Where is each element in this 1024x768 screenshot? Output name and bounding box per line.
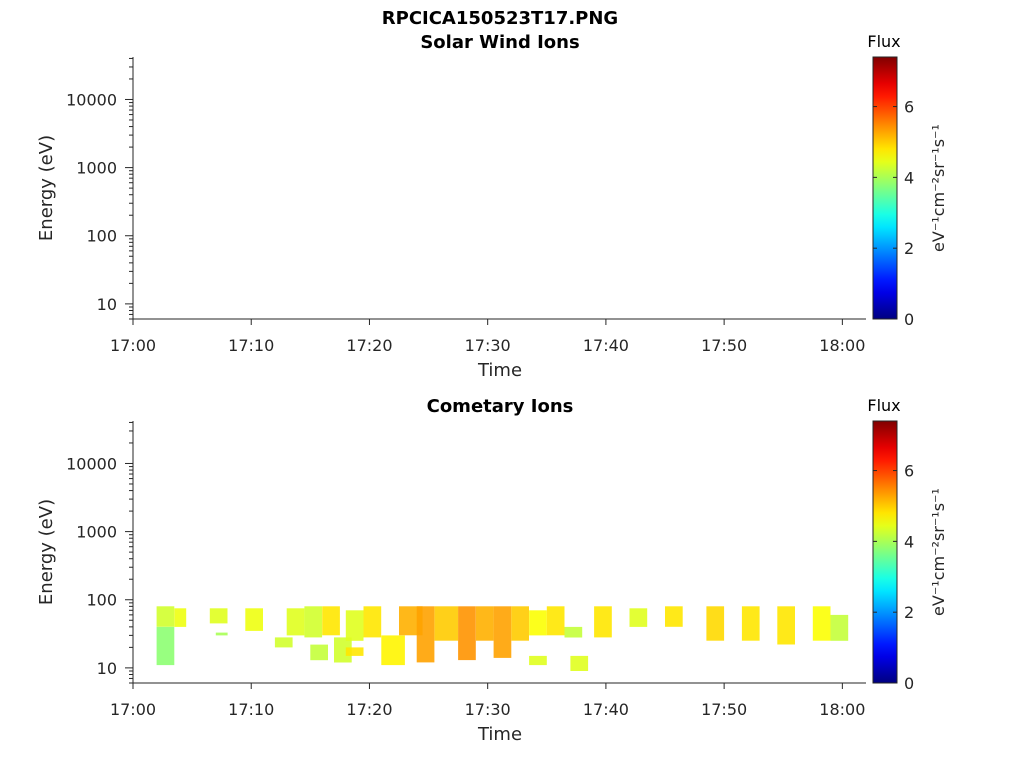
heatmap-cell [174, 608, 187, 627]
heatmap-cell [245, 608, 263, 631]
x-tick-label: 17:00 [110, 700, 156, 719]
y-axis-label: Energy (eV) [36, 499, 57, 605]
heatmap-cell [529, 610, 547, 636]
colorbar-title: Flux [867, 396, 900, 415]
colorbar-gradient [872, 420, 898, 684]
heatmap-cell [511, 606, 529, 641]
heatmap-cell [310, 644, 328, 661]
heatmap-cell [475, 606, 494, 641]
y-axis-label: Energy (eV) [36, 135, 57, 241]
y-tick-label: 10 [97, 659, 117, 678]
heatmap-cell [629, 608, 648, 627]
x-tick-label: 17:10 [228, 336, 274, 355]
colorbar-gradient [872, 56, 898, 320]
heatmap-cell [345, 610, 364, 641]
x-tick-label: 17:50 [701, 336, 747, 355]
panel-1: Solar Wind Ions 17:00 17:10 17:20 17:30 17:40… [36, 32, 948, 381]
heatmap-cell [322, 606, 340, 636]
heatmap-cell [777, 606, 795, 645]
x-tick-label: 17:20 [346, 700, 392, 719]
heatmap-cell [416, 606, 435, 663]
heatmap-cell [156, 606, 175, 627]
panel-2: Cometary Ions 17:00 17:10 17:20 17:30 17:40 17… [36, 396, 948, 745]
heatmap-cell [381, 635, 405, 666]
y-tick-label: 1000 [76, 159, 117, 178]
colorbar-tick-label: 6 [904, 462, 914, 481]
heatmap-cell [570, 655, 589, 671]
heatmap-cell [274, 637, 293, 648]
heatmap-cell [665, 606, 683, 627]
x-tick-label: 17:00 [110, 336, 156, 355]
x-axis-label: Time [477, 724, 522, 745]
heatmap-cell [345, 647, 364, 656]
x-tick-label: 17:40 [583, 336, 629, 355]
heatmap-cell [304, 606, 323, 638]
y-tick-label: 1000 [76, 523, 117, 542]
heatmap-cell [363, 606, 382, 638]
heatmap-cell [458, 606, 476, 661]
x-axis-label: Time [477, 360, 522, 381]
colorbar-tick-label: 4 [904, 532, 914, 551]
heatmap-cell [529, 655, 547, 666]
heatmap-cell [209, 608, 228, 624]
x-tick-label: 17:20 [346, 336, 392, 355]
x-tick-label: 18:00 [819, 700, 865, 719]
x-tick-label: 17:30 [465, 336, 511, 355]
heatmap-cell [434, 606, 459, 641]
x-tick-label: 17:10 [228, 700, 274, 719]
heatmap-cell [493, 606, 512, 658]
panel-title: Solar Wind Ions [420, 32, 579, 53]
heatmap-cell [546, 606, 565, 636]
heatmap-cell [594, 606, 612, 638]
x-tick-label: 18:00 [819, 336, 865, 355]
colorbar-tick-label: 0 [904, 310, 914, 329]
x-tick-label: 17:40 [583, 700, 629, 719]
heatmap-cell [706, 606, 725, 641]
y-tick-label: 10 [97, 295, 117, 314]
colorbar: 0 2 4 6 Flux eV⁻¹cm⁻²sr⁻¹s⁻¹ [867, 32, 948, 329]
colorbar-label: eV⁻¹cm⁻²sr⁻¹s⁻¹ [929, 124, 948, 252]
panel-title: Cometary Ions [427, 396, 574, 417]
colorbar-label: eV⁻¹cm⁻²sr⁻¹s⁻¹ [929, 488, 948, 616]
colorbar: 0 2 4 6 Flux eV⁻¹cm⁻²sr⁻¹s⁻¹ [867, 396, 948, 693]
heatmap-cell [830, 614, 849, 641]
colorbar-tick-label: 6 [904, 98, 914, 117]
heatmap-cell [215, 632, 228, 636]
colorbar-title: Flux [867, 32, 900, 51]
colorbar-tick-label: 4 [904, 168, 914, 187]
figure-title: RPCICA150523T17.PNG [382, 8, 618, 29]
colorbar-tick-label: 2 [904, 603, 914, 622]
y-tick-label: 100 [86, 591, 117, 610]
y-tick-label: 10000 [66, 90, 117, 109]
y-tick-label: 10000 [66, 454, 117, 473]
heatmap-cell [156, 626, 175, 666]
heatmap-cell [286, 608, 305, 636]
x-tick-label: 17:50 [701, 700, 747, 719]
x-tick-label: 17:30 [465, 700, 511, 719]
heatmap-cell [334, 637, 352, 663]
heatmap-cell [741, 606, 760, 641]
colorbar-tick-label: 0 [904, 674, 914, 693]
heatmap-cell [564, 626, 583, 638]
heatmap-cell [812, 606, 831, 641]
colorbar-tick-label: 2 [904, 239, 914, 258]
heatmap-cells [156, 606, 849, 671]
y-tick-label: 100 [86, 227, 117, 246]
